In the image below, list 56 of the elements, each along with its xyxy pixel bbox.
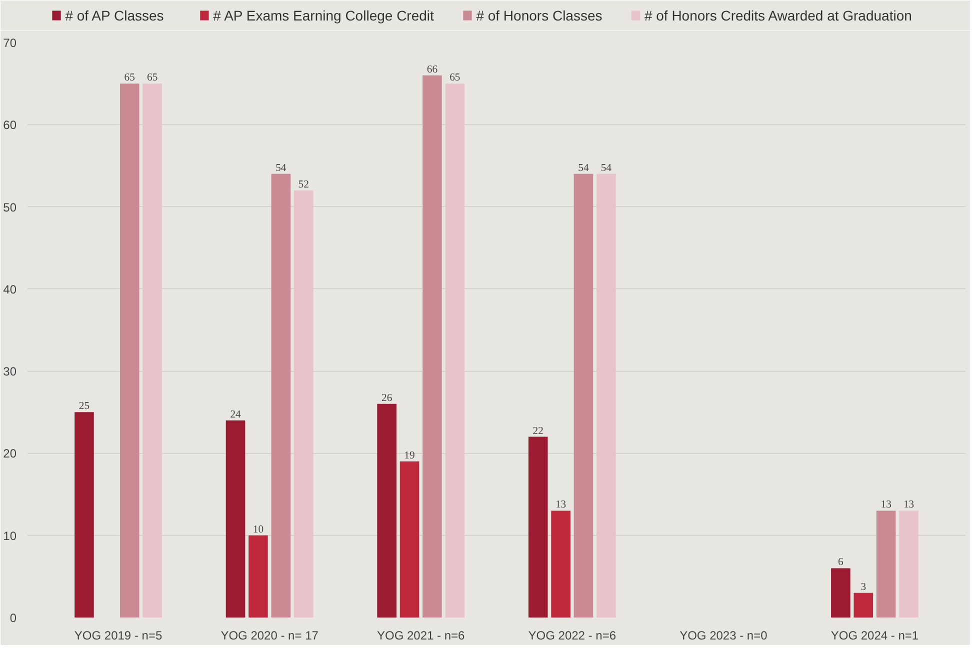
bar — [74, 412, 94, 618]
x-tick-label: YOG 2020 - n= 17 — [220, 628, 319, 642]
data-label: 54 — [276, 162, 287, 174]
bar — [445, 84, 465, 618]
y-tick-label: 0 — [10, 611, 17, 625]
x-tick-label: YOG 2024 - n=1 — [830, 628, 919, 642]
data-label: 52 — [298, 179, 309, 190]
bar — [142, 84, 162, 618]
y-tick-label: 40 — [3, 282, 17, 296]
bar — [294, 190, 314, 618]
bar — [528, 436, 548, 618]
data-label: 24 — [230, 409, 242, 420]
data-label: 54 — [578, 162, 590, 174]
bar — [248, 535, 268, 618]
bar — [876, 510, 896, 618]
bar — [422, 75, 442, 618]
y-tick-label: 10 — [3, 528, 17, 543]
bar — [899, 510, 918, 618]
data-label: 54 — [600, 162, 612, 174]
data-label: 65 — [450, 72, 460, 84]
x-tick-label: YOG 2021 - n=6 — [376, 628, 466, 642]
data-label: 22 — [532, 426, 544, 437]
data-label: 66 — [426, 64, 438, 76]
bar — [596, 174, 616, 618]
bar — [400, 461, 420, 618]
data-label: 13 — [903, 500, 914, 511]
data-label: 6 — [838, 557, 844, 568]
bar — [574, 174, 594, 618]
x-tick-label: YOG 2019 - n=5 — [74, 628, 162, 642]
y-tick-label: 30 — [3, 364, 17, 379]
data-label: 65 — [124, 72, 135, 84]
bar — [120, 84, 140, 618]
legend-label: # of Honors Classes — [476, 8, 602, 24]
data-label: 13 — [880, 500, 892, 511]
data-label: 13 — [555, 500, 566, 511]
x-tick-label: YOG 2023 - n=0 — [680, 628, 768, 642]
data-label: 19 — [404, 450, 415, 462]
x-tick-label: YOG 2022 - n=6 — [528, 628, 616, 642]
data-label: 25 — [78, 401, 90, 412]
legend-label: # AP Exams Earning College Credit — [213, 8, 434, 24]
data-label: 3 — [860, 582, 866, 593]
bar — [854, 592, 874, 618]
y-tick-label: 70 — [3, 36, 17, 50]
y-tick-label: 50 — [3, 200, 17, 214]
bar — [271, 174, 291, 618]
y-tick-label: 20 — [3, 446, 17, 461]
legend-label: # of AP Classes — [65, 8, 164, 24]
bar — [551, 510, 570, 618]
bar — [831, 568, 850, 618]
y-tick-label: 60 — [3, 118, 17, 132]
data-label: 65 — [146, 72, 158, 84]
legend-label: # of Honors Credits Awarded at Graduation — [644, 8, 912, 24]
bar — [226, 420, 246, 618]
data-label: 26 — [381, 392, 393, 404]
bar — [377, 404, 396, 618]
data-label: 10 — [252, 524, 264, 536]
